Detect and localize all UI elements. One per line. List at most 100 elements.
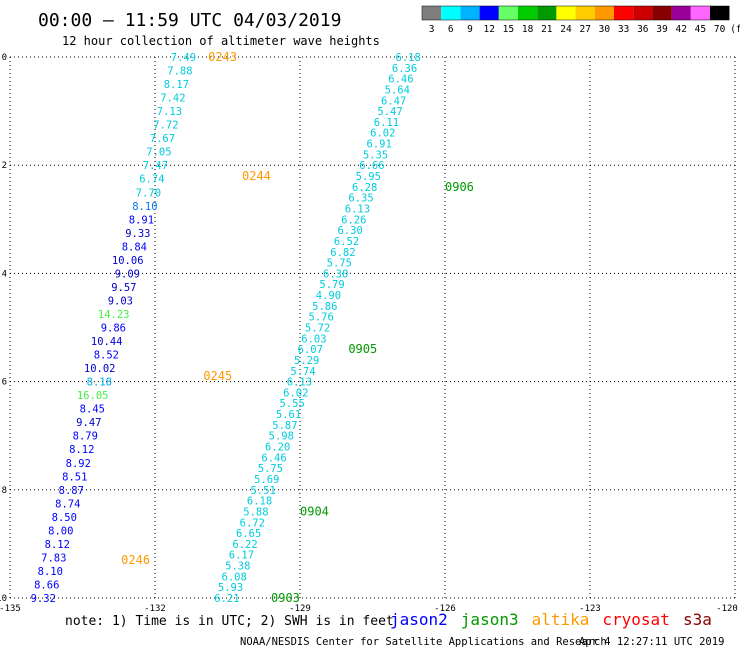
altimeter-tracks: 7.49 7.888.17 7.427.13 7.727.67 7.057.47 6.74… — [31, 52, 421, 605]
wave-height-value: 6.11 — [374, 117, 399, 129]
wave-height-value: 6.17 — [229, 550, 254, 562]
wave-height-value: 6.22 — [232, 539, 257, 551]
color-swatch — [537, 6, 557, 20]
satellite-name: altika — [532, 610, 590, 629]
x-tick-label: -129 — [289, 604, 311, 614]
wave-height-value: 5.98 — [269, 431, 294, 443]
x-tick-label: -123 — [579, 604, 601, 614]
wave-height-value: 5.38 — [225, 561, 250, 573]
wave-height-value: 8.51 — [62, 471, 87, 483]
wave-height-value: 8.10 — [132, 201, 157, 213]
wave-height-value: 8.45 — [80, 404, 105, 416]
wave-height-value: 7.67 — [150, 133, 175, 145]
wave-height-value: 9.33 — [125, 228, 150, 240]
wave-height-value: 14.23 — [98, 309, 130, 321]
color-swatch — [594, 6, 614, 20]
chart-subtitle: 12 hour collection of altimeter wave hei… — [62, 34, 380, 48]
x-tick-label: -126 — [434, 604, 456, 614]
wave-height-value: 7.83 — [41, 552, 66, 564]
pass-id-label: 0244 — [242, 169, 271, 183]
wave-height-value: 6.74 — [139, 174, 164, 186]
color-swatch — [441, 6, 461, 20]
color-scale-label: 70 — [714, 24, 726, 35]
wave-height-value: 6.26 — [341, 214, 366, 226]
pass-id-label: 0903 — [271, 591, 300, 605]
wave-height-value: 8.18 — [87, 377, 112, 389]
wave-height-value: 9.32 — [31, 593, 56, 605]
color-scale-label: 9 — [467, 24, 473, 35]
wave-height-value: 8.84 — [122, 241, 147, 253]
color-scale-label: 24 — [560, 24, 572, 35]
wave-height-value: 6.52 — [334, 236, 359, 248]
footer-credit: NOAA/NESDIS Center for Satellite Applica… — [240, 636, 607, 648]
wave-height-value: 5.95 — [356, 171, 381, 183]
wave-height-value: 8.17 — [164, 79, 189, 91]
wave-height-value: 6.02 — [370, 128, 395, 140]
wave-height-value: 5.76 — [309, 312, 334, 324]
color-swatch — [460, 6, 480, 20]
wave-height-value: 7.05 — [146, 147, 171, 159]
wave-height-value: 8.00 — [48, 525, 73, 537]
wave-height-value: 5.29 — [294, 355, 319, 367]
color-scale-label: 15 — [503, 24, 514, 35]
wave-height-value: 6.46 — [388, 74, 413, 86]
wave-height-value: 6.91 — [367, 139, 392, 151]
color-swatch — [633, 6, 653, 20]
color-scale-label: 12 — [483, 24, 494, 35]
wave-height-value: 6.08 — [222, 571, 247, 583]
wave-height-value: 8.79 — [73, 431, 98, 443]
wave-height-value: 6.30 — [338, 225, 363, 237]
wave-height-value: 6.30 — [323, 268, 348, 280]
pass-id-label: 0906 — [445, 180, 474, 194]
satellite-name: jason3 — [461, 610, 519, 629]
satellite-legend: jason2 jason3 altika cryosat s3a — [390, 610, 712, 629]
color-swatch — [575, 6, 595, 20]
wave-height-value: 5.87 — [272, 420, 297, 432]
wave-height-value: 6.82 — [330, 247, 355, 259]
wave-height-value: 7.47 — [143, 160, 168, 172]
wave-height-value: 16.05 — [77, 390, 109, 402]
satellite-name: s3a — [683, 610, 712, 629]
y-tick-label: -10 — [0, 594, 7, 604]
wave-height-value: 7.49 — [171, 52, 196, 64]
satellite-name: jason2 — [390, 610, 448, 629]
wave-height-value: 6.72 — [240, 517, 265, 529]
pass-id-label: 0905 — [348, 342, 377, 356]
x-tick-label: -135 — [0, 604, 21, 614]
wave-height-value: 5.69 — [254, 474, 279, 486]
wave-height-value: 5.55 — [280, 398, 305, 410]
y-tick-label: -8 — [0, 486, 7, 496]
wave-height-value: 6.03 — [301, 333, 326, 345]
color-scale-label: 33 — [618, 24, 629, 35]
wave-height-value: 5.75 — [327, 258, 352, 270]
color-scale-label: 3 — [429, 24, 435, 35]
color-swatch — [652, 6, 672, 20]
satellite-name: cryosat — [602, 610, 669, 629]
wave-height-value: 8.92 — [66, 458, 91, 470]
wave-height-value: 5.79 — [319, 279, 344, 291]
wave-height-value: 7.88 — [167, 66, 192, 78]
wave-height-value: 5.35 — [363, 149, 388, 161]
wave-height-value: 6.35 — [348, 193, 373, 205]
wave-height-value: 6.47 — [381, 95, 406, 107]
wave-height-value: 5.74 — [290, 366, 315, 378]
chart-title: 00:00 – 11:59 UTC 04/03/2019 — [38, 10, 341, 31]
color-swatch — [690, 6, 710, 20]
wave-height-value: 6.65 — [236, 528, 261, 540]
wave-height-value: 8.74 — [55, 498, 80, 510]
y-tick-label: -2 — [0, 161, 7, 171]
wave-height-value: 5.86 — [312, 301, 337, 313]
wave-height-value: 5.93 — [218, 582, 243, 594]
wave-height-value: 8.10 — [38, 566, 63, 578]
color-scale-label: 39 — [656, 24, 668, 35]
wave-height-value: 8.91 — [129, 214, 154, 226]
wave-height-value: 5.64 — [385, 84, 410, 96]
wave-height-value: 5.72 — [305, 323, 330, 335]
wave-height-value: 6.21 — [214, 593, 239, 605]
x-tick-label: -120 — [716, 604, 738, 614]
color-scale-label: 45 — [695, 24, 706, 35]
color-scale-label: 30 — [599, 24, 611, 35]
wave-height-value: 4.90 — [316, 290, 341, 302]
